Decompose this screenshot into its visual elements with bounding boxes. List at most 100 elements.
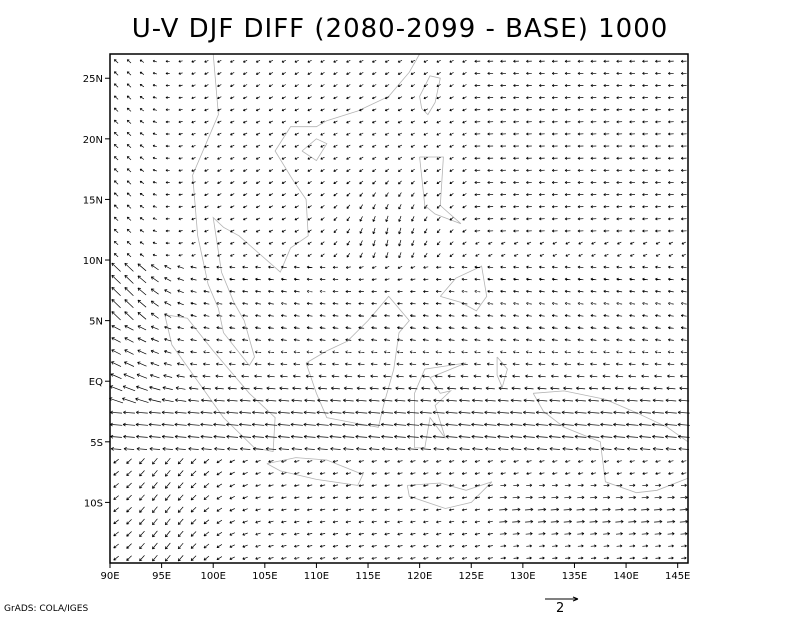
wind-vector: [680, 532, 688, 536]
wind-vector: [135, 397, 149, 403]
wind-vector: [422, 350, 429, 354]
wind-vector: [281, 544, 287, 548]
wind-vector: [409, 338, 416, 342]
wind-vector: [512, 495, 520, 500]
wind-vector: [432, 422, 445, 427]
wind-vector: [577, 205, 584, 209]
wind-vector: [461, 277, 468, 281]
wind-vector: [500, 544, 507, 548]
wind-vector: [345, 496, 351, 500]
wind-vector: [281, 241, 286, 245]
wind-vector: [462, 156, 467, 160]
wind-vector: [411, 240, 415, 246]
wind-vector: [229, 495, 235, 500]
wind-vector: [126, 83, 132, 88]
wind-vector: [267, 362, 275, 366]
wind-vector: [318, 374, 327, 378]
wind-vector: [668, 241, 674, 245]
wind-vector: [424, 228, 428, 234]
wind-vector: [345, 472, 351, 475]
wind-vector: [358, 338, 365, 342]
wind-vector: [307, 132, 312, 136]
wind-vector: [436, 168, 441, 172]
wind-vector: [242, 532, 248, 536]
wind-vector: [539, 205, 545, 209]
wind-vector: [165, 205, 170, 209]
wind-vector: [577, 108, 584, 112]
wind-vector: [294, 229, 299, 233]
wind-vector: [124, 349, 134, 355]
wind-vector: [642, 120, 648, 124]
wind-vector: [562, 398, 574, 403]
wind-vector: [359, 204, 363, 210]
wind-vector: [320, 205, 325, 209]
wind-vector: [681, 459, 687, 463]
wind-vector: [123, 434, 135, 439]
wind-vector: [655, 302, 661, 305]
wind-vector: [346, 132, 351, 136]
wind-vector: [243, 144, 248, 148]
wind-vector: [642, 193, 648, 197]
wind-vector: [448, 302, 455, 305]
wind-vector: [642, 326, 648, 330]
coastline: [266, 457, 364, 486]
wind-vector: [577, 229, 584, 233]
wind-vector: [448, 484, 455, 488]
wind-vector: [397, 120, 403, 124]
wind-vector: [655, 205, 661, 209]
coastline: [406, 481, 493, 509]
wind-vector: [242, 508, 248, 512]
wind-vector: [200, 422, 213, 427]
wind-vector: [356, 446, 367, 451]
wind-vector: [293, 338, 300, 342]
wind-vector: [501, 241, 506, 245]
wind-vector: [642, 253, 648, 257]
wind-vector: [305, 386, 315, 391]
wind-vector: [139, 458, 145, 465]
wind-vector: [616, 338, 623, 342]
wind-vector: [267, 326, 274, 330]
wind-vector: [178, 84, 183, 87]
wind-vector: [358, 326, 365, 330]
wind-vector: [445, 410, 458, 415]
wind-vector: [435, 338, 442, 342]
wind-vector: [306, 350, 313, 354]
wind-vector: [216, 265, 223, 269]
wind-vector: [109, 385, 123, 392]
wind-vector: [539, 483, 546, 487]
wind-vector: [242, 496, 248, 500]
wind-vector: [655, 229, 661, 233]
wind-vector: [294, 532, 300, 536]
wind-vector: [371, 484, 377, 488]
wind-vector: [152, 554, 158, 562]
wind-vector: [178, 217, 183, 221]
wind-vector: [474, 144, 481, 148]
wind-vector: [513, 241, 519, 245]
wind-vector: [345, 326, 352, 330]
wind-vector: [680, 120, 687, 124]
wind-vector: [320, 96, 325, 100]
wind-vector: [342, 422, 355, 427]
wind-vector: [397, 265, 403, 269]
wind-vector: [655, 265, 661, 269]
wind-vector: [228, 374, 237, 378]
wind-vector: [397, 484, 403, 488]
wind-vector: [487, 108, 494, 112]
wind-vector: [113, 204, 119, 209]
wind-vector: [397, 496, 403, 500]
wind-vector: [230, 181, 235, 184]
wind-vector: [113, 180, 119, 185]
wind-vector: [216, 495, 223, 500]
wind-vector: [396, 350, 404, 354]
wind-vector: [277, 410, 290, 415]
wind-vector: [668, 96, 674, 100]
wind-vector: [526, 217, 532, 221]
wind-vector: [486, 374, 495, 378]
wind-vector: [642, 229, 648, 233]
wind-vector: [177, 289, 184, 294]
wind-vector: [435, 314, 442, 318]
wind-vector: [124, 274, 134, 284]
wind-vector: [680, 302, 687, 305]
wind-vector: [190, 506, 197, 513]
wind-vector: [498, 386, 508, 391]
